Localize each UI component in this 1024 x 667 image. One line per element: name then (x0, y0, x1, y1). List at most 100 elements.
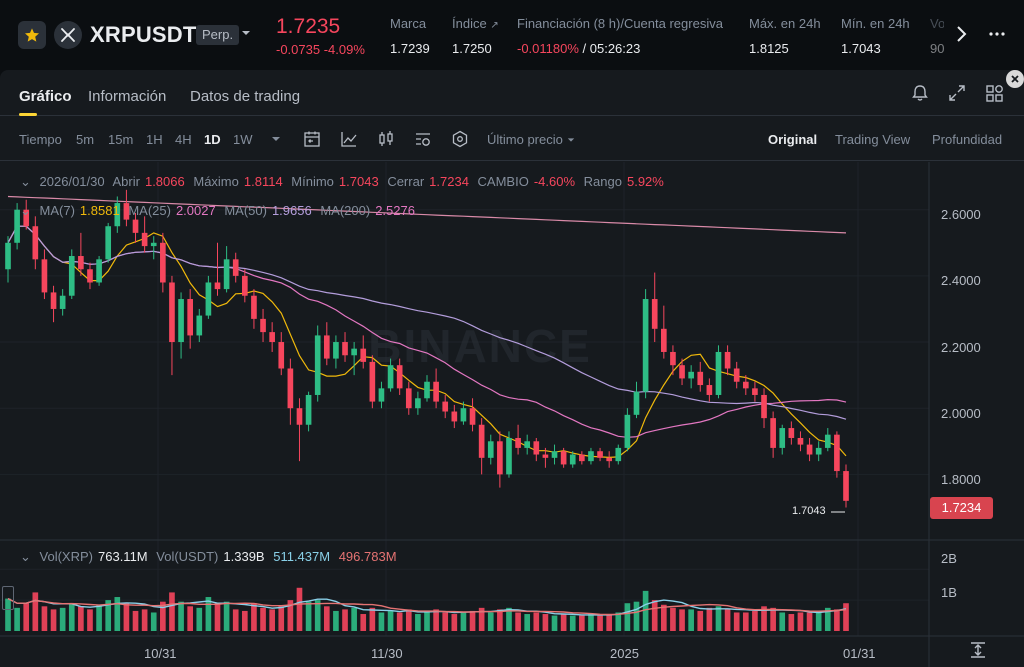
volume-bar (688, 609, 694, 631)
interval-1d[interactable]: 1D (204, 132, 221, 147)
volume-bar (14, 607, 20, 631)
collapse-legend-icon[interactable]: ⌄ (20, 174, 31, 189)
favorite-star-button[interactable] (18, 21, 46, 49)
interval-4h[interactable]: 4H (175, 132, 192, 147)
volume-bar (715, 606, 722, 631)
candle-body (834, 434, 840, 472)
panel-tabs: Gráfico Información Datos de trading (0, 70, 1024, 116)
symbol-name[interactable]: XRPUSDT (90, 22, 197, 47)
stat-funding-rate: Financiación (8 h)/Cuenta regresiva -0.0… (517, 16, 723, 56)
layout-grid-icon[interactable] (985, 84, 1005, 104)
candle-body (342, 342, 348, 356)
volume-bar (487, 612, 494, 631)
volume-bar (223, 601, 230, 631)
expand-icon[interactable] (948, 84, 966, 102)
chevron-right-icon[interactable] (953, 24, 969, 44)
candle-body (59, 295, 66, 309)
volume-bar (369, 607, 376, 631)
candlestick-chart[interactable]: BINANCE (0, 162, 1024, 667)
hexagon-settings-icon[interactable] (451, 130, 469, 148)
line-chart-icon[interactable] (340, 130, 358, 148)
volume-bar (415, 614, 421, 631)
candle-body (14, 209, 20, 243)
chevron-down-icon[interactable] (240, 28, 252, 38)
volume-bar (59, 607, 66, 631)
candle-body (114, 203, 121, 227)
volume-bar (624, 603, 631, 631)
volume-bar (469, 610, 476, 631)
volume-bar (442, 612, 449, 631)
view-original[interactable]: Original (768, 132, 818, 147)
indicator-settings-icon[interactable] (414, 130, 432, 148)
external-link-icon: ↗ (490, 20, 499, 31)
candle-body (141, 232, 148, 247)
interval-1w[interactable]: 1W (233, 132, 253, 147)
tab-trading-data[interactable]: Datos de trading (190, 88, 301, 105)
collapse-ma-icon[interactable]: ⌄ (20, 203, 31, 218)
volume-bar (342, 609, 348, 631)
candle-body (752, 388, 758, 395)
candle-body (569, 454, 576, 465)
interval-15m[interactable]: 15m (108, 132, 134, 147)
candle-body (624, 414, 631, 448)
stat-index-price[interactable]: Índice ↗ 1.7250 (452, 16, 499, 56)
fit-to-screen-icon[interactable] (969, 641, 987, 659)
candle-body (32, 226, 39, 260)
calendar-icon[interactable] (303, 130, 321, 148)
close-panel-button[interactable] (1006, 70, 1024, 88)
more-dots-icon[interactable] (988, 26, 1006, 42)
tab-info[interactable]: Información (88, 88, 167, 105)
volume-bar (569, 615, 576, 631)
candle-body (460, 408, 467, 422)
candle-body (87, 269, 93, 283)
candle-body (733, 368, 740, 382)
view-depth[interactable]: Profundidad (932, 132, 1003, 147)
volume-bar (588, 614, 594, 631)
volume-bar (788, 614, 795, 631)
tab-chart[interactable]: Gráfico (19, 88, 72, 105)
volume-bar (78, 606, 84, 631)
candle-body (214, 282, 221, 290)
view-tradingview[interactable]: Trading View (835, 132, 911, 147)
volume-bar (679, 609, 685, 631)
interval-dropdown-icon[interactable] (270, 134, 282, 144)
candlestick-icon[interactable] (377, 130, 395, 148)
candle-body (41, 259, 48, 293)
volume-bar (251, 603, 257, 631)
volume-bar (387, 610, 394, 631)
volume-legend: ⌄ Vol(XRP) 763.11M Vol(USDT) 1.339B 511.43… (20, 549, 397, 564)
candle-body (442, 401, 449, 412)
candle-body (579, 454, 585, 462)
volume-bar (23, 603, 30, 631)
candle-body (815, 447, 822, 455)
volume-bar (533, 612, 540, 631)
candle-body (296, 408, 303, 425)
volume-bar (433, 609, 439, 631)
volume-bar (141, 609, 148, 631)
interval-1h[interactable]: 1H (146, 132, 163, 147)
volume-expand-handle[interactable] (2, 586, 14, 610)
last-price: 1.7235 (276, 15, 341, 38)
candle-body (642, 299, 649, 392)
volume-bar (752, 610, 758, 631)
volume-bar (670, 607, 676, 631)
candle-body (524, 441, 531, 448)
ma50-line (7, 225, 847, 420)
volume-bar (260, 607, 266, 631)
interval-5m[interactable]: 5m (76, 132, 95, 147)
time-tick: 2025 (610, 646, 639, 661)
volume-tick: 2B (941, 551, 957, 566)
stat-24h-low: Mín. en 24h 1.7043 (841, 16, 910, 56)
candle-body (588, 451, 594, 462)
candle-body (633, 391, 640, 415)
chart-panel (0, 70, 1024, 667)
collapse-vol-icon[interactable]: ⌄ (20, 549, 31, 564)
bell-icon[interactable] (911, 84, 929, 102)
candle-body (688, 371, 694, 379)
ma200-line (7, 195, 847, 234)
price-type-select[interactable]: Último precio (487, 132, 576, 147)
candle-body (606, 457, 612, 462)
candle-body (242, 275, 248, 296)
candle-body (661, 328, 667, 352)
volume-bar (323, 606, 330, 631)
